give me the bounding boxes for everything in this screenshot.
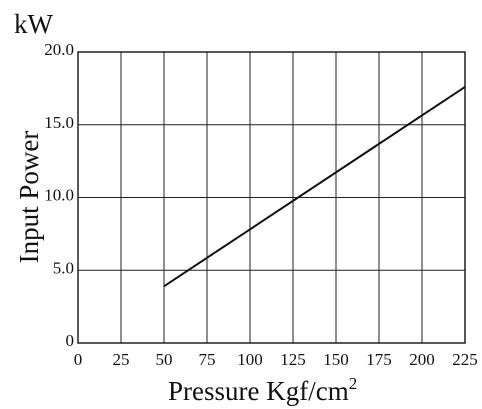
y-unit-label: kW: [14, 9, 54, 39]
y-tick-label: 15.0: [44, 113, 74, 132]
series-layer: [163, 86, 466, 288]
x-tick-label: 25: [113, 350, 130, 369]
x-tick-label: 175: [366, 350, 392, 369]
x-axis-title-text: Pressure Kgf/cm: [168, 376, 349, 406]
x-tick-labels: 0 25 50 75 100 125 150 175 200 225: [74, 350, 478, 369]
x-tick-label: 0: [74, 350, 83, 369]
y-axis-title: Input Power: [14, 131, 44, 264]
plot-area: [77, 51, 466, 344]
y-tick-label: 10.0: [44, 186, 74, 205]
series-line: [163, 86, 466, 288]
grid-lines: [78, 52, 465, 343]
x-tick-label: 225: [452, 350, 478, 369]
x-tick-label: 50: [156, 350, 173, 369]
x-tick-label: 75: [199, 350, 216, 369]
x-tick-label: 200: [409, 350, 435, 369]
y-tick-labels: 0 5.0 10.0 15.0 20.0: [44, 40, 74, 350]
y-tick-label: 5.0: [53, 258, 74, 277]
y-tick-label: 0: [66, 331, 75, 350]
x-tick-label: 125: [280, 350, 306, 369]
x-tick-label: 150: [323, 350, 349, 369]
x-axis-title-superscript: 2: [349, 374, 358, 393]
y-tick-label: 20.0: [44, 40, 74, 59]
x-axis-title: Pressure Kgf/cm2: [168, 374, 357, 406]
x-tick-label: 100: [237, 350, 263, 369]
